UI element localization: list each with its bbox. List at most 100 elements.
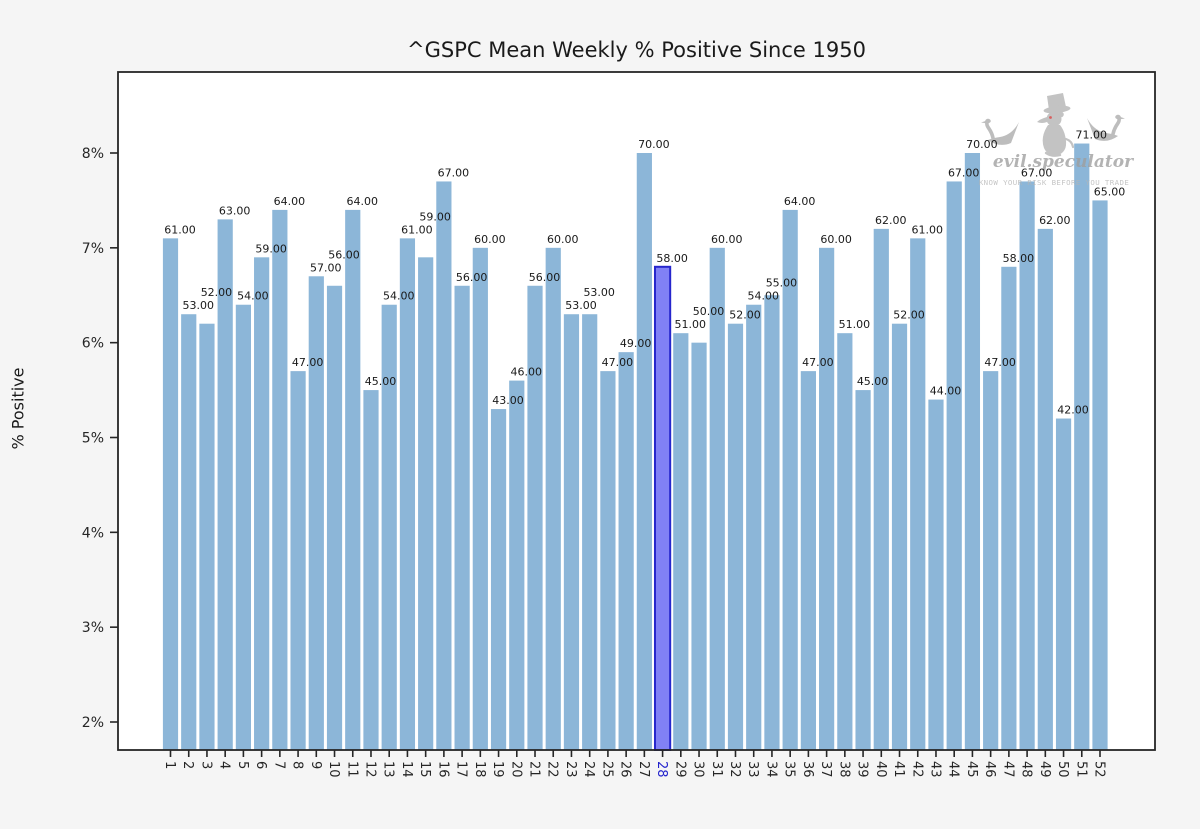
bar-value-label: 47.00 [292, 356, 324, 369]
bar-week-34 [764, 295, 780, 750]
bar-value-label: 52.00 [729, 309, 761, 322]
x-tick-label-week-21: 21 [527, 761, 542, 778]
x-tick-label-week-2: 2 [180, 761, 195, 769]
x-tick-label-week-8: 8 [290, 761, 305, 769]
bar-value-label: 51.00 [675, 318, 707, 331]
bar-value-label: 53.00 [182, 299, 214, 312]
bar-week-32 [727, 323, 744, 750]
swan-left-icon [981, 118, 1019, 145]
x-tick-label-week-18: 18 [472, 761, 487, 778]
bar-value-label: 70.00 [966, 138, 998, 151]
bar-week-13 [381, 304, 397, 750]
x-tick-label-week-50: 50 [1055, 761, 1070, 778]
bar-value-label: 44.00 [930, 385, 962, 398]
x-tick-label-week-15: 15 [417, 761, 432, 778]
bar-week-49 [1037, 228, 1053, 750]
bar-week-43 [928, 399, 944, 750]
y-tick-label: 3% [82, 620, 104, 636]
bar-value-label: 63.00 [219, 204, 251, 217]
bar-value-label: 45.00 [365, 375, 397, 388]
x-tick-label-week-43: 43 [927, 761, 942, 778]
x-tick-label-week-51: 51 [1073, 761, 1088, 778]
x-tick-label-week-17: 17 [454, 761, 469, 778]
x-tick-label-week-48: 48 [1019, 761, 1034, 778]
y-tick-label: 5% [82, 431, 104, 447]
watermark-tagline: KNOW YOUR RISK BEFORE YOU TRADE [979, 178, 1129, 187]
bar-week-10 [326, 285, 343, 750]
x-tick-label-week-13: 13 [381, 761, 396, 778]
bar-week-30 [691, 342, 707, 750]
x-tick-label-week-26: 26 [618, 761, 633, 778]
x-tick-label-week-33: 33 [745, 761, 760, 778]
x-tick-label-week-39: 39 [855, 761, 870, 778]
bar-value-label: 64.00 [784, 195, 816, 208]
x-tick-label-week-38: 38 [836, 761, 851, 778]
bar-week-25 [600, 371, 616, 750]
bar-week-6 [254, 257, 270, 750]
bar-week-33 [746, 304, 762, 750]
mascot-rat-tophat-icon [1037, 93, 1075, 157]
bar-week-50 [1055, 418, 1072, 750]
bar-week-17 [454, 285, 470, 750]
bar-value-label: 47.00 [984, 356, 1016, 369]
y-tick-label: 6% [82, 336, 104, 352]
x-tick-label-week-45: 45 [964, 761, 979, 778]
bar-week-35 [782, 209, 798, 750]
y-tick-label: 8% [82, 146, 104, 162]
bar-week-48 [1019, 181, 1035, 750]
y-tick-label: 2% [82, 715, 104, 731]
bar-value-label: 56.00 [328, 248, 360, 261]
bar-week-45 [964, 153, 981, 750]
bar-week-8 [290, 371, 306, 750]
x-tick-label-week-49: 49 [1037, 761, 1052, 778]
bar-value-label: 60.00 [474, 233, 506, 246]
bar-value-label: 64.00 [274, 195, 306, 208]
bar-week-9 [308, 276, 324, 750]
x-tick-label-week-27: 27 [636, 761, 651, 778]
bar-value-label: 61.00 [401, 223, 433, 236]
bar-week-2 [181, 314, 197, 750]
bar-value-label: 42.00 [1057, 404, 1089, 417]
bar-week-26 [618, 352, 634, 750]
x-tick-label-week-20: 20 [508, 761, 523, 778]
bar-week-16 [436, 181, 452, 750]
x-tick-label-week-25: 25 [599, 761, 614, 778]
x-tick-label-week-14: 14 [399, 761, 414, 778]
bar-value-label: 52.00 [201, 286, 233, 299]
bar-week-1 [162, 238, 179, 750]
x-tick-label-week-41: 41 [891, 761, 906, 778]
chart-title: ^GSPC Mean Weekly % Positive Since 1950 [407, 38, 866, 62]
x-tick-label-week-22: 22 [545, 761, 560, 778]
x-tick-label-week-4: 4 [217, 761, 232, 769]
bar-value-label: 65.00 [1094, 185, 1126, 198]
x-tick-label-week-7: 7 [271, 761, 286, 769]
x-tick-label-week-40: 40 [873, 761, 888, 778]
bar-value-label: 61.00 [164, 223, 196, 236]
bar-value-label: 52.00 [893, 309, 925, 322]
x-tick-label-week-52: 52 [1092, 761, 1107, 778]
bar-value-label: 62.00 [1039, 214, 1071, 227]
bar-value-label: 53.00 [565, 299, 597, 312]
bar-value-label: 58.00 [656, 252, 688, 265]
x-tick-label-week-3: 3 [198, 761, 213, 769]
watermark: evil.speculator KNOW YOUR RISK BEFORE YO… [979, 93, 1134, 187]
bar-value-label: 67.00 [438, 166, 470, 179]
bar-value-label: 50.00 [693, 305, 725, 318]
x-tick-label-week-34: 34 [763, 761, 778, 778]
bar-value-label: 56.00 [456, 271, 488, 284]
x-tick-label-week-44: 44 [946, 761, 961, 778]
watermark-brand: evil.speculator [993, 152, 1134, 172]
x-tick-label-week-42: 42 [909, 761, 924, 778]
y-tick-label: 4% [82, 525, 104, 541]
x-tick-label-week-6: 6 [253, 761, 268, 769]
bar-value-label: 59.00 [419, 210, 451, 223]
bar-value-label: 51.00 [839, 318, 871, 331]
bar-week-42 [910, 238, 926, 750]
x-tick-label-week-24: 24 [581, 761, 596, 778]
bar-week-28-highlighted [653, 265, 672, 751]
x-tick-label-week-28-highlighted: 28 [654, 761, 669, 778]
bar-week-19 [490, 409, 507, 750]
bar-week-29 [673, 333, 689, 750]
bar-week-37 [819, 247, 835, 750]
